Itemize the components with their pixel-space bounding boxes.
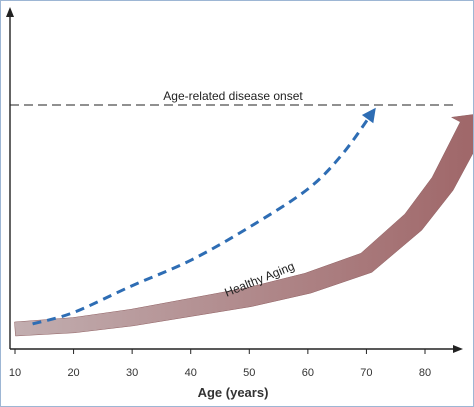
- x-tick-group: 10 20 30 40 50 60 70 80: [9, 349, 431, 379]
- x-axis-label: Age (years): [198, 385, 269, 400]
- series-group: Healthy Aging: [14, 107, 473, 337]
- healthy-aging-arrow: [14, 114, 473, 337]
- threshold-group: Age-related disease onset: [10, 89, 455, 106]
- x-tick-label-40: 40: [185, 367, 197, 379]
- x-tick-label-70: 70: [360, 367, 372, 379]
- x-tick-label-60: 60: [302, 367, 314, 379]
- y-axis-arrowhead: [6, 7, 14, 17]
- x-tick-label-10: 10: [9, 367, 21, 379]
- x-axis-arrowhead: [453, 345, 463, 353]
- x-tick-label-20: 20: [67, 367, 79, 379]
- accelerated-aging-line: [32, 111, 374, 326]
- x-tick-label-30: 30: [126, 367, 138, 379]
- x-tick-label-80: 80: [419, 367, 431, 379]
- x-tick-label-50: 50: [243, 367, 255, 379]
- disease-onset-label: Age-related disease onset: [163, 89, 303, 103]
- accelerated-aging-arrowhead: [361, 107, 376, 124]
